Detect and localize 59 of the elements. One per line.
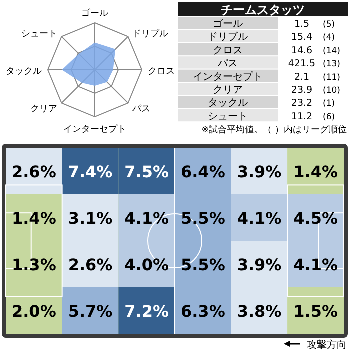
data-label: 3.8% — [237, 302, 282, 321]
data-label: 421.5 — [288, 58, 316, 70]
data-label: 4.1% — [294, 255, 338, 274]
spoke-label: インターセプト — [64, 124, 126, 135]
data-label: 1.5% — [294, 302, 338, 321]
data-label: (4) — [323, 33, 336, 44]
data-label: 23.9 — [291, 85, 313, 96]
data-label: 11.2 — [291, 111, 313, 122]
data-label: 7.4% — [68, 162, 113, 182]
category-label: クロス — [213, 45, 243, 56]
text: 攻撃方向 — [307, 339, 347, 350]
spoke-label: シュート — [22, 30, 58, 40]
data-label: 5.7% — [68, 302, 113, 321]
data-label: 2.1 — [294, 72, 310, 83]
data-label: 3.1% — [68, 208, 113, 228]
category-label: クリア — [213, 85, 243, 96]
data-label: 2.6% — [68, 255, 113, 274]
data-label: (1) — [323, 99, 336, 110]
data-label: (13) — [323, 60, 340, 70]
data-label: (10) — [323, 86, 340, 96]
data-label: 23.2 — [291, 98, 313, 110]
category-label: タックル — [208, 98, 248, 110]
data-label: (14) — [323, 46, 340, 56]
data-label: 2.0% — [12, 302, 56, 321]
category-label: シュート — [208, 111, 248, 122]
data-label: 1.4% — [12, 208, 56, 228]
data-label: 6.4% — [180, 162, 226, 182]
category-label: ゴール — [213, 18, 243, 30]
data-label: 14.6 — [291, 45, 313, 56]
spoke-label: クロス — [148, 67, 175, 77]
text: ※試合平均値。（ ）内はリーグ順位 — [202, 124, 347, 136]
data-label: (11) — [323, 72, 340, 83]
data-label: 4.1% — [237, 208, 282, 228]
data-label: 3.9% — [237, 162, 282, 182]
spoke-label: ドリブル — [132, 28, 168, 40]
data-label: 3.9% — [237, 255, 282, 274]
text: チームスタッツ — [221, 3, 305, 17]
data-label: 2.6% — [12, 162, 56, 182]
data-label: (5) — [323, 20, 336, 30]
category-label: ドリブル — [208, 31, 248, 44]
data-label: 5.5% — [180, 255, 226, 274]
spoke-label: クリア — [30, 104, 58, 114]
data-label: 7.5% — [124, 162, 170, 182]
spoke-label: パス — [131, 104, 150, 114]
data-label: 4.0% — [124, 255, 170, 274]
category-label: インターセプト — [193, 70, 263, 83]
spoke-label: ゴール — [82, 8, 108, 19]
category-label: パス — [217, 58, 238, 70]
data-label: 4.5% — [294, 208, 338, 228]
data-label: 15.4 — [291, 32, 313, 44]
data-label: 1.4% — [294, 162, 338, 182]
data-label: 1.3% — [12, 255, 56, 274]
data-label: 1.5 — [294, 19, 310, 30]
data-label: 6.3% — [180, 302, 226, 321]
data-label: 5.5% — [180, 208, 226, 228]
data-label: 4.1% — [124, 208, 170, 228]
data-label: (6) — [323, 112, 336, 122]
data-label: 7.2% — [124, 302, 170, 321]
spoke-label: タックル — [6, 67, 42, 77]
